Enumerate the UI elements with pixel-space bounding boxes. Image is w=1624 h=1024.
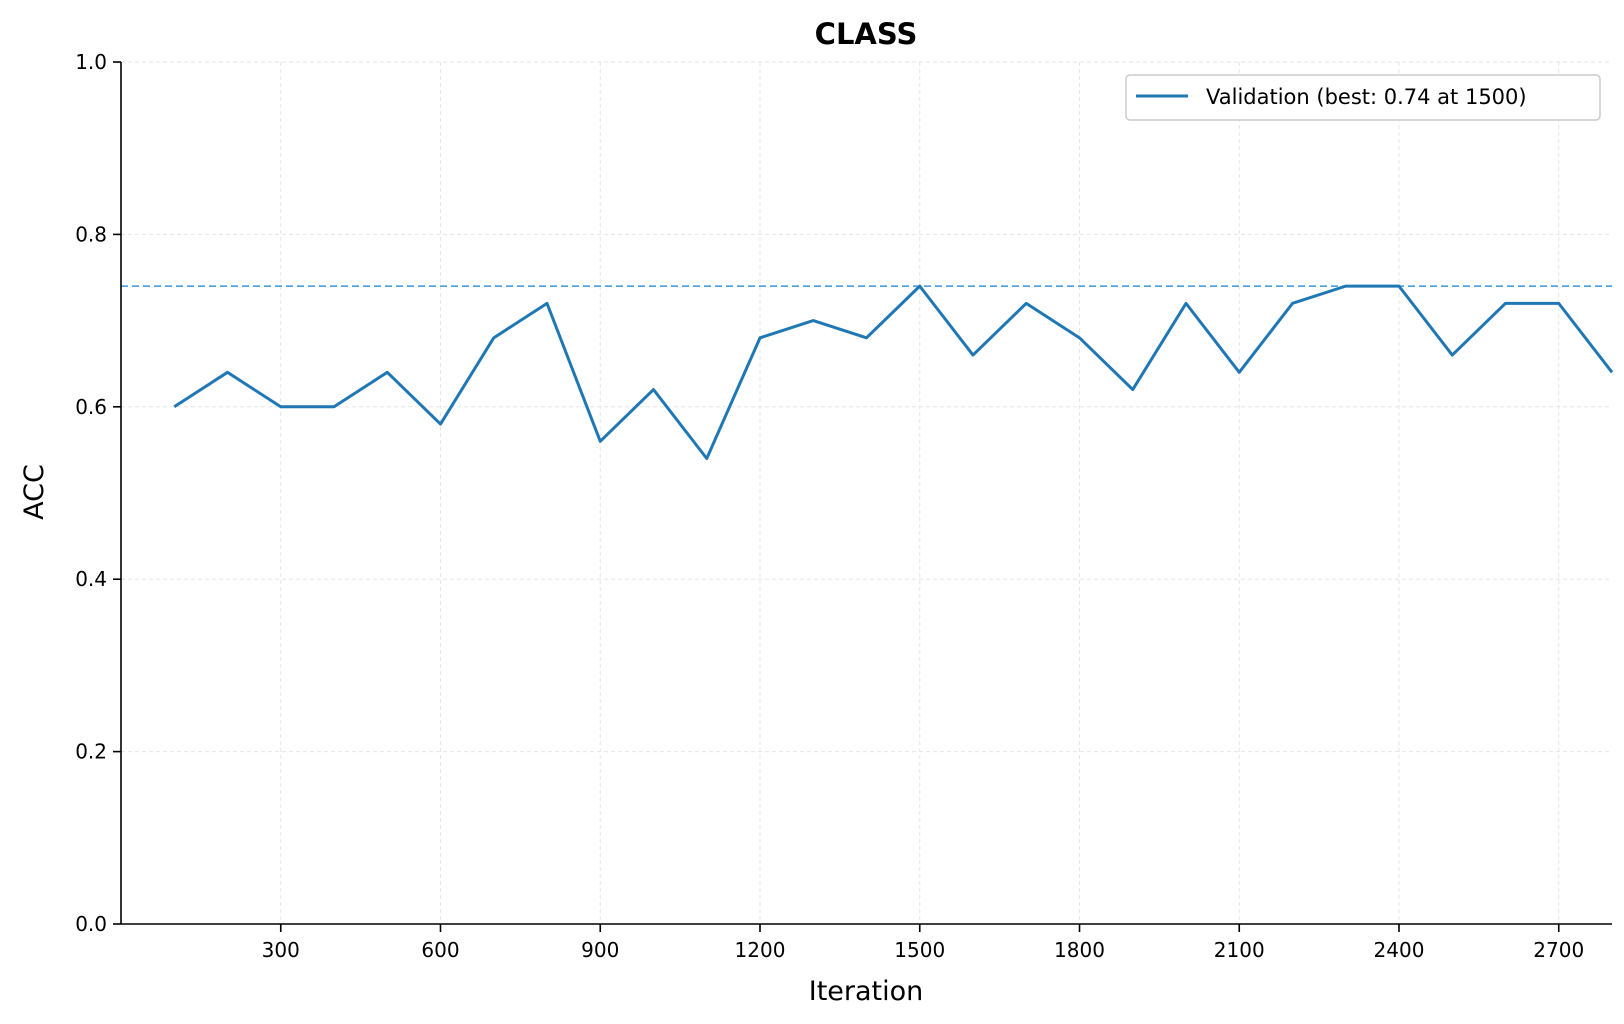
- y-axis-label: ACC: [19, 464, 50, 520]
- y-tick-label: 0.4: [75, 567, 107, 591]
- legend-label: Validation (best: 0.74 at 1500): [1206, 85, 1527, 109]
- x-tick-label: 900: [581, 938, 619, 962]
- x-tick-label: 2100: [1214, 938, 1265, 962]
- x-ticks: 300 600 900 1200 1500 1800 2100 2400 2700: [262, 924, 1584, 962]
- y-ticks: 0.0 0.2 0.4 0.6 0.8 1.0: [75, 50, 121, 936]
- x-axis-label: Iteration: [809, 976, 924, 1007]
- series-line-validation: [173, 284, 1614, 461]
- x-tick-label: 1200: [735, 938, 786, 962]
- x-tick-label: 300: [262, 938, 300, 962]
- y-tick-label: 0.0: [75, 912, 107, 936]
- axes: [120, 62, 1612, 925]
- y-tick-label: 0.2: [75, 740, 107, 764]
- x-tick-label: 2700: [1533, 938, 1584, 962]
- grid: [121, 61, 1612, 925]
- x-tick-label: 1800: [1054, 938, 1105, 962]
- y-tick-label: 0.6: [75, 395, 107, 419]
- y-tick-label: 0.8: [75, 222, 107, 246]
- x-tick-label: 2400: [1374, 938, 1425, 962]
- x-tick-label: 600: [421, 938, 459, 962]
- chart-title: CLASS: [815, 17, 918, 51]
- legend-frame: [1125, 74, 1601, 121]
- legend: Validation (best: 0.74 at 1500): [1125, 74, 1601, 121]
- y-tick-label: 1.0: [75, 50, 107, 74]
- x-tick-label: 1500: [894, 938, 945, 962]
